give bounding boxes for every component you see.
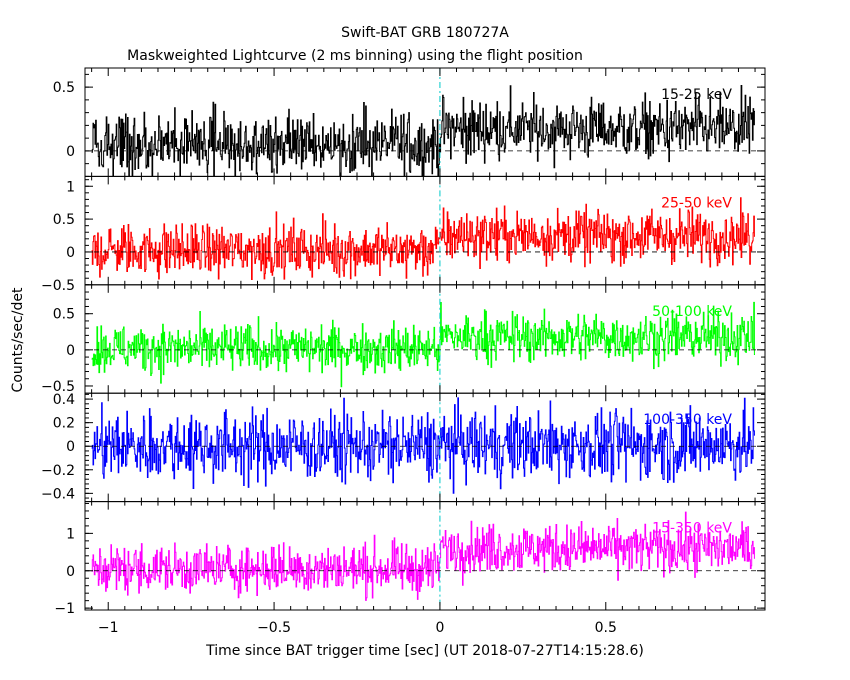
y-tick-label: 0	[66, 144, 75, 160]
y-tick-label: 0.5	[53, 80, 75, 96]
band-label: 15-25 keV	[661, 87, 732, 103]
y-tick-label: 0	[66, 439, 75, 455]
x-axis-label: Time since BAT trigger time [sec] (UT 20…	[205, 643, 644, 659]
lightcurve-series	[91, 197, 755, 280]
panel-15-350-kev: −1 0 1 15-350 keV	[54, 501, 766, 617]
y-tick-label: 0	[66, 343, 75, 359]
chart-title: Swift-BAT GRB 180727A	[341, 25, 509, 41]
y-tick-label: 0	[66, 564, 75, 580]
y-tick-label: 1	[66, 179, 75, 195]
y-tick-label: −0.5	[41, 278, 75, 294]
y-tick-label: −0.4	[41, 486, 75, 502]
y-tick-label: 0.4	[53, 392, 75, 408]
y-tick-label: −0.5	[41, 379, 75, 395]
panel-frame	[84, 284, 766, 394]
chart-subtitle: Maskweighted Lightcurve (2 ms binning) u…	[127, 48, 583, 64]
panel-25-50-kev: −0.5 0 0.5 1 25-50 keV	[41, 175, 766, 294]
panels-group: 0 0.5 15-25 keV −0.5 0 0.5 1 25-50 keV −0.5 0 0.5 5…	[41, 67, 766, 636]
band-label: 100-350 keV	[643, 412, 732, 428]
y-tick-label: 0.5	[53, 307, 75, 323]
lightcurve-series	[91, 511, 755, 601]
panel-frame	[84, 175, 766, 286]
panel-50-100-kev: −0.5 0 0.5 50-100 keV	[41, 284, 766, 395]
y-tick-label: 1	[66, 526, 75, 542]
panel-100-350-kev: −0.4 −0.2 0 0.2 0.4 100-350 keV	[41, 392, 766, 502]
panel-15-25-kev: 0 0.5 15-25 keV	[53, 67, 766, 177]
x-tick-label: −1	[98, 620, 119, 636]
y-tick-label: −1	[54, 601, 75, 617]
y-tick-label: 0.2	[53, 416, 75, 432]
x-tick-label: 0	[435, 620, 444, 636]
x-tick-label: 0.5	[595, 620, 617, 636]
lightcurve-series	[91, 301, 755, 388]
y-tick-label: 0	[66, 245, 75, 261]
lightcurve-series	[91, 397, 755, 494]
y-tick-label: −0.2	[41, 463, 75, 479]
x-tick-label: −0.5	[257, 620, 291, 636]
y-axis-label: Counts/sec/det	[10, 287, 26, 392]
y-tick-label: 0.5	[53, 212, 75, 228]
band-label: 15-350 keV	[652, 521, 732, 537]
band-label: 50-100 keV	[652, 304, 732, 320]
band-label: 25-50 keV	[661, 195, 732, 211]
